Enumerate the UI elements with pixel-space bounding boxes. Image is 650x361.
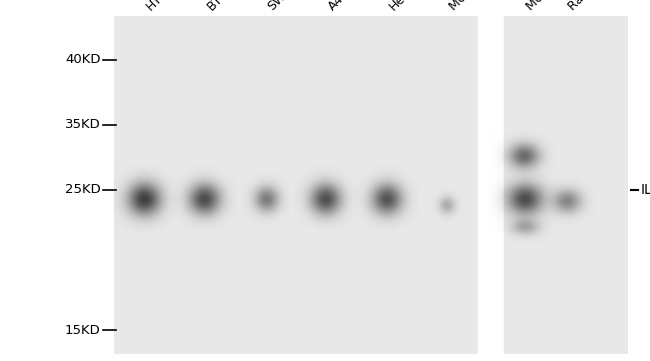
- Text: SW480: SW480: [265, 0, 306, 13]
- Text: 40KD: 40KD: [65, 53, 101, 66]
- Text: BT-474: BT-474: [205, 0, 244, 13]
- Text: Rat liver: Rat liver: [566, 0, 612, 13]
- Text: HeLa: HeLa: [387, 0, 419, 13]
- Text: Mouse heart: Mouse heart: [525, 0, 589, 13]
- Text: HT-29: HT-29: [144, 0, 179, 13]
- Text: Mouse skin: Mouse skin: [447, 0, 506, 13]
- Bar: [478, 16, 504, 354]
- Bar: [114, 16, 627, 354]
- Text: A431: A431: [326, 0, 358, 13]
- Text: 25KD: 25KD: [65, 183, 101, 196]
- Text: 35KD: 35KD: [65, 118, 101, 131]
- Text: 15KD: 15KD: [65, 324, 101, 337]
- Text: IL36A: IL36A: [640, 183, 650, 196]
